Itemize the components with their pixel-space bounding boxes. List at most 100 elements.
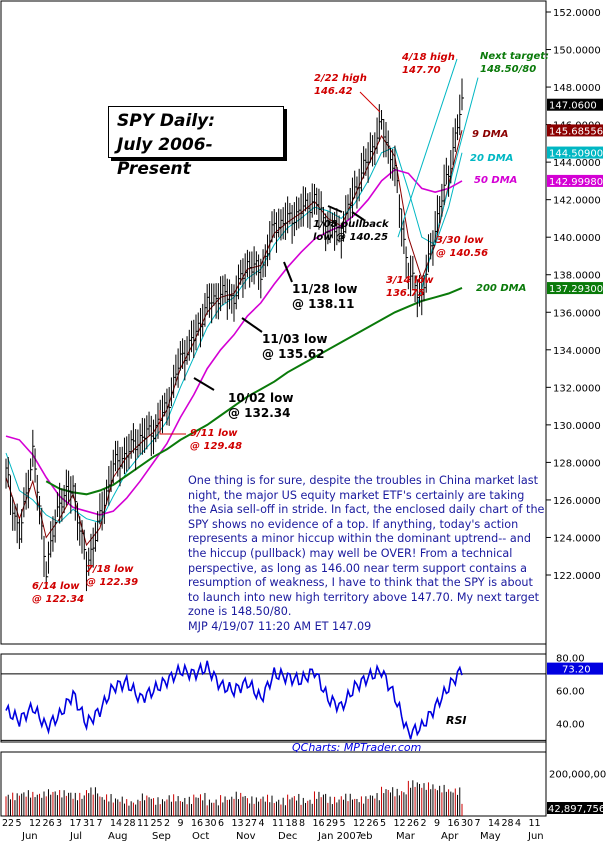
annotation-jun14-low: 6/14 low <box>32 581 80 592</box>
chart-title-box: SPY Daily: July 2006-Present <box>108 106 284 179</box>
rsi-tick-label: 60.00 <box>556 687 585 698</box>
x-day-label: 4 <box>515 818 521 829</box>
x-day-label: 7 <box>97 818 103 829</box>
price-tag-box <box>547 282 603 295</box>
price-tag-label: 145.68556 <box>549 126 603 137</box>
annotation-jan08-low: 1/08 pullback <box>313 219 390 230</box>
annotation-jul18-low: 7/18 low <box>86 564 134 575</box>
x-day-label: 11 <box>529 818 541 829</box>
x-day-label: 17 <box>70 818 82 829</box>
rsi-tag-box <box>547 662 603 675</box>
annotation-mar14-low: 3/14 low <box>386 275 434 286</box>
x-day-label: 12 <box>29 818 41 829</box>
price-tick-label: 122.0000 <box>553 571 601 582</box>
price-tick-label: 136.0000 <box>553 308 601 319</box>
annotation-apr18-high: 147.70 <box>402 65 441 76</box>
series-label-200-dma: 200 DMA <box>476 283 526 294</box>
price-tick-label: 124.0000 <box>553 533 601 544</box>
annotation-jan08-low: low @ 140.25 <box>313 232 388 243</box>
annotation-oct02-low: 10/02 low <box>228 391 293 405</box>
annotation-next-target: Next target: <box>480 51 549 62</box>
x-day-label: 7 <box>475 818 481 829</box>
price-tag-label: 142.99980 <box>549 177 603 188</box>
x-day-label: 13 <box>232 818 244 829</box>
volume-tag-box <box>547 802 603 814</box>
x-day-label: 12 <box>353 818 365 829</box>
series-label-50-dma: 50 DMA <box>474 175 517 186</box>
x-day-label: 16 <box>448 818 460 829</box>
x-day-label: 11 <box>272 818 284 829</box>
price-tag-label: 144.50900 <box>549 149 603 160</box>
rsi-label: RSI <box>446 714 467 727</box>
trend-channel-upper <box>397 58 458 238</box>
x-month-label: Sep <box>152 831 171 842</box>
x-day-label: 27 <box>245 818 257 829</box>
price-tick-label: 126.0000 <box>553 496 601 507</box>
annotation-nov03-low: 11/03 low <box>262 332 327 346</box>
annotation-pointer <box>359 91 381 113</box>
annotation-mar30-low: 3/30 low <box>436 235 484 246</box>
x-day-label: 30 <box>461 818 473 829</box>
annotation-pointer <box>351 211 365 221</box>
x-month-label: May <box>480 831 501 842</box>
price-tick-label: 134.0000 <box>553 346 601 357</box>
annotation-mar14-low: 136.75 <box>386 288 425 299</box>
x-day-label: 26 <box>43 818 55 829</box>
annotation-pointer <box>327 205 343 213</box>
x-day-label: 26 <box>367 818 379 829</box>
annotation-pointer <box>241 317 263 333</box>
x-day-label: 14 <box>110 818 122 829</box>
annotation-nov03-low: @ 135.62 <box>262 347 324 361</box>
x-month-label: Jun <box>21 831 38 842</box>
x-month-label: Jun <box>527 831 544 842</box>
price-tag-box <box>547 174 603 187</box>
price-tick-label: 140.0000 <box>553 233 601 244</box>
x-day-label: 3 <box>56 818 62 829</box>
x-day-label: 12 <box>394 818 406 829</box>
commentary-text: One thing is for sure, despite the troub… <box>188 474 546 635</box>
annotation-pointer <box>283 261 293 283</box>
x-day-label: 28 <box>124 818 136 829</box>
series-label-20-dma: 20 DMA <box>470 153 513 164</box>
annotation-jun14-low: @ 122.34 <box>32 594 84 605</box>
x-day-label: 14 <box>488 818 500 829</box>
x-month-label: eb <box>360 831 373 842</box>
price-tick-label: 128.0000 <box>553 458 601 469</box>
x-month-label: Oct <box>192 831 209 842</box>
x-day-label: 9 <box>434 818 440 829</box>
price-tag-box <box>547 146 603 159</box>
x-day-label: 5 <box>340 818 346 829</box>
price-tick-label: 148.0000 <box>553 83 601 94</box>
x-day-label: 2 <box>421 818 427 829</box>
annotation-nov28-low: 11/28 low <box>292 282 357 296</box>
chart-title-line1: SPY Daily: <box>117 111 216 131</box>
volume-tick-label: 200,000,00 <box>549 769 606 780</box>
series-line-200-dma <box>45 286 463 496</box>
annotation-sep11-low: 9/11 low <box>190 428 238 439</box>
x-day-label: 30 <box>205 818 217 829</box>
series-line-50-dma <box>5 168 463 516</box>
x-day-label: 18 <box>286 818 298 829</box>
annotation-pointer <box>159 410 186 435</box>
price-tick-label: 138.0000 <box>553 271 601 282</box>
price-tick-label: 130.0000 <box>553 421 601 432</box>
price-tag-box <box>547 98 603 111</box>
rsi-tick-label: 80.00 <box>556 653 585 664</box>
annotation-next-target: 148.50/80 <box>480 64 536 75</box>
series-label-9-dma: 9 DMA <box>472 129 508 140</box>
x-day-label: 29 <box>326 818 338 829</box>
commentary-body: One thing is for sure, despite the troub… <box>188 474 545 619</box>
price-tick-label: 142.0000 <box>553 196 601 207</box>
watermark: QCharts: MPTrader.com <box>292 741 421 754</box>
rsi-tag-label: 73.20 <box>562 665 591 676</box>
price-tick-label: 152.0000 <box>553 8 601 19</box>
x-month-label: Mar <box>396 831 416 842</box>
annotation-jul18-low: @ 122.39 <box>86 577 138 588</box>
volume-tag-label: 42,897,756 <box>548 804 605 815</box>
x-day-label: 28 <box>502 818 514 829</box>
x-day-label: 6 <box>218 818 224 829</box>
x-day-label: 2 <box>164 818 170 829</box>
price-tick-label: 132.0000 <box>553 383 601 394</box>
x-month-label: Jul <box>69 831 82 842</box>
